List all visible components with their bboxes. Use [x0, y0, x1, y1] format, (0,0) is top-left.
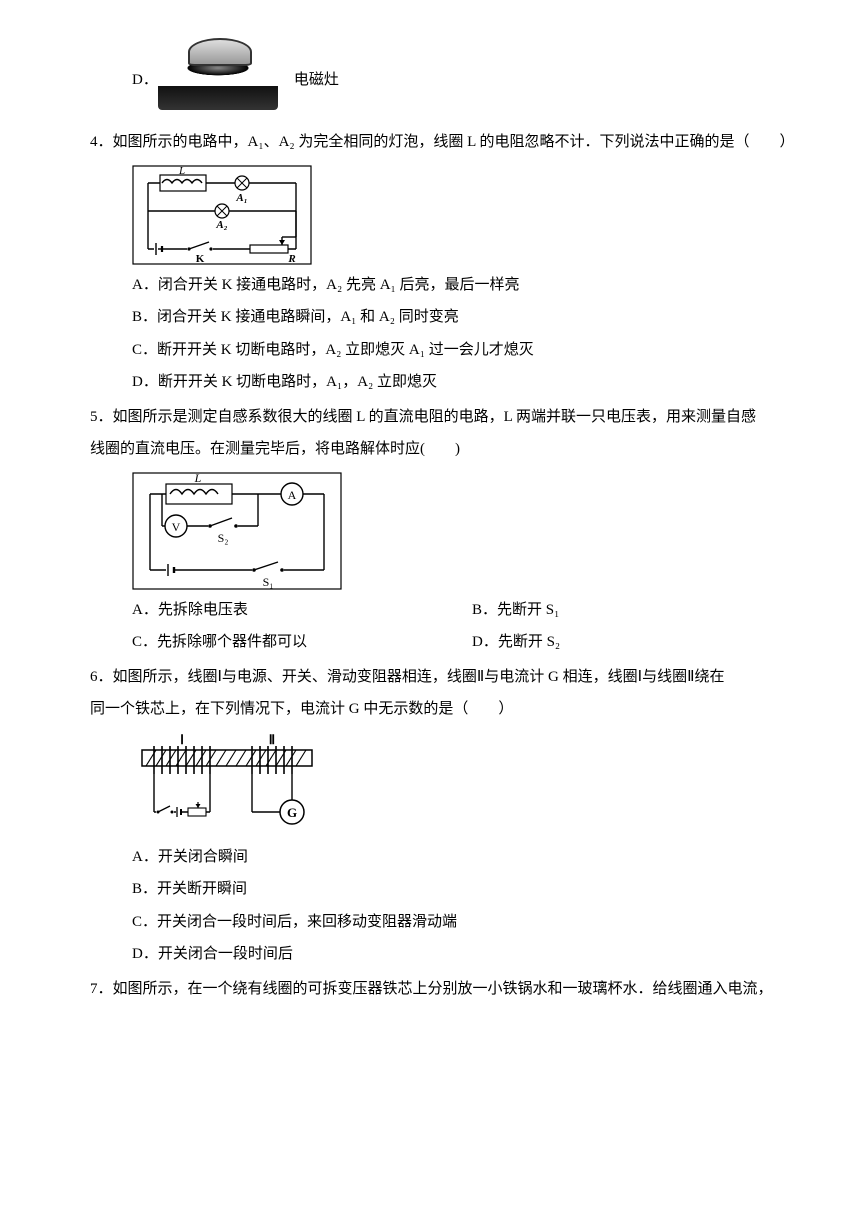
svg-text:S₂: S₂ [218, 531, 229, 545]
svg-text:A: A [288, 488, 297, 502]
prev-option-d: D． 电磁灶 [90, 50, 800, 110]
q4-stem: 4．如图所示的电路中，A₁、A₂ 为完全相同的灯泡，线圈 L 的电阻忽略不计．下… [90, 128, 800, 157]
q4-option-a: A．闭合开关 K 接通电路时，A₂ 先亮 A₁ 后亮，最后一样亮 [90, 271, 800, 300]
svg-text:V: V [172, 520, 181, 534]
q6-stem-2: 同一个铁芯上，在下列情况下，电流计 G 中无示数的是（ ） [90, 695, 800, 724]
svg-text:A₂: A₂ [215, 219, 227, 231]
q5-option-d: D．先断开 S₂ [472, 628, 560, 657]
q5-stem-1: 5．如图所示是测定自感系数很大的线圈 L 的直流电阻的电路，L 两端并联一只电压… [90, 403, 800, 432]
q6-stem-1: 6．如图所示，线圈Ⅰ与电源、开关、滑动变阻器相连，线圈Ⅱ与电流计 G 相连，线圈… [90, 663, 800, 692]
q5-row-ab: A．先拆除电压表 B．先断开 S₁ [90, 596, 800, 625]
q6-option-a: A．开关闭合瞬间 [90, 843, 800, 872]
q5-figure: L A V S₂ S₁ [132, 472, 800, 590]
svg-text:L: L [194, 472, 202, 485]
q4-option-c: C．断开开关 K 切断电路时，A₂ 立即熄灭 A₁ 过一会儿才熄灭 [90, 336, 800, 365]
q5-option-c: C．先拆除哪个器件都可以 [132, 628, 472, 657]
q5-option-a: A．先拆除电压表 [132, 596, 472, 625]
q5-stem-2: 线圈的直流电压。在测量完毕后，将电路解体时应( ) [90, 435, 800, 464]
svg-text:A₁: A₁ [235, 192, 247, 204]
q4-figure: L A₁ A₂ K R [132, 165, 800, 265]
svg-text:R: R [287, 253, 295, 265]
q6-option-d: D．开关闭合一段时间后 [90, 940, 800, 969]
svg-text:K: K [196, 253, 205, 265]
option-d-label: D． [132, 66, 158, 95]
svg-text:Ⅰ: Ⅰ [180, 732, 184, 747]
q7-stem: 7．如图所示，在一个绕有线圈的可拆变压器铁芯上分别放一小铁锅水和一玻璃杯水．给线… [90, 975, 800, 1004]
svg-text:L: L [178, 165, 185, 177]
svg-text:G: G [287, 805, 297, 820]
q4-option-d: D．断开开关 K 切断电路时，A₁，A₂ 立即熄灭 [90, 368, 800, 397]
induction-cooker-image [158, 50, 278, 110]
q5-option-b: B．先断开 S₁ [472, 596, 559, 625]
q6-option-b: B．开关断开瞬间 [90, 875, 800, 904]
svg-text:S₁: S₁ [263, 575, 274, 589]
svg-text:Ⅱ: Ⅱ [269, 732, 275, 747]
q5-row-cd: C．先拆除哪个器件都可以 D．先断开 S₂ [90, 628, 800, 657]
q6-option-c: C．开关闭合一段时间后，来回移动变阻器滑动端 [90, 908, 800, 937]
option-d-text: 电磁灶 [294, 66, 339, 95]
q6-figure: Ⅰ Ⅱ G [132, 732, 800, 837]
q4-option-b: B．闭合开关 K 接通电路瞬间，A₁ 和 A₂ 同时变亮 [90, 303, 800, 332]
